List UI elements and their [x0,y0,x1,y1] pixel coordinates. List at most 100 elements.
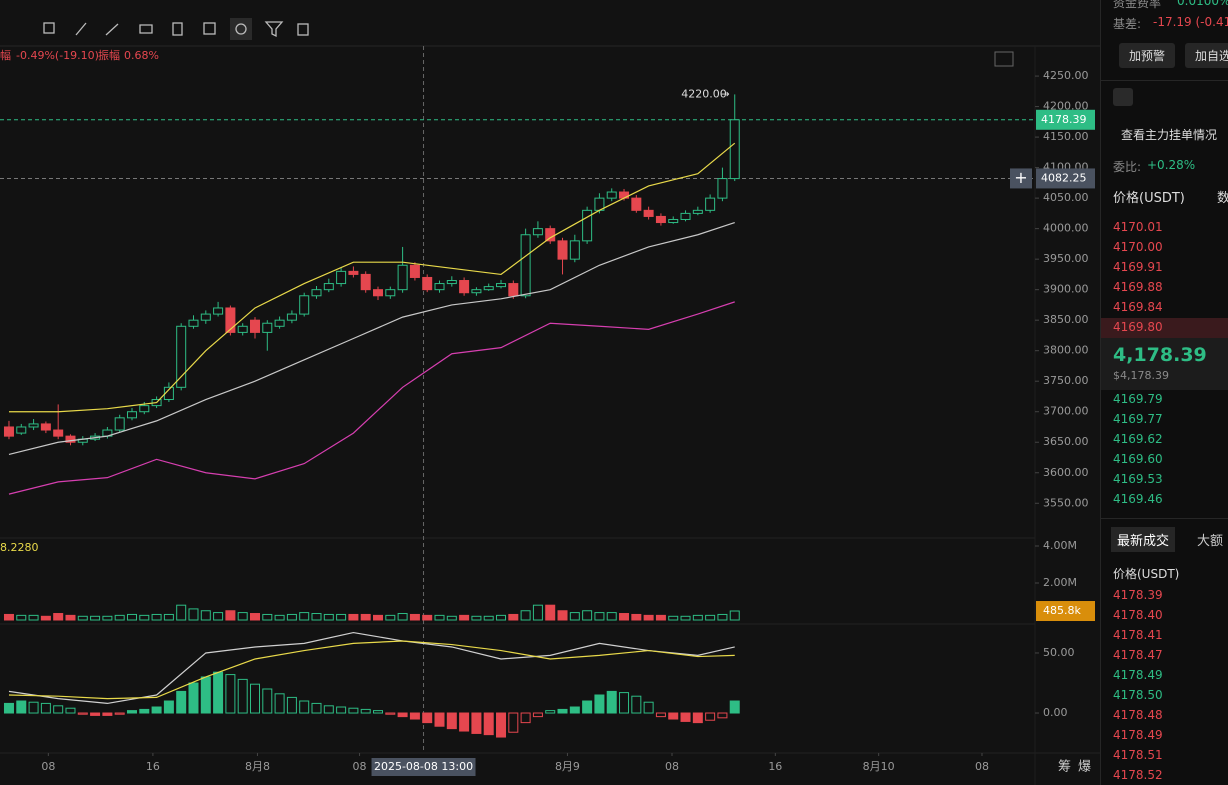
amplitude: 0.68% [124,49,159,62]
macd-bar [532,712,543,718]
tab[interactable]: 最新成交 [1111,527,1176,552]
ask-price: 4169.88 [1113,280,1163,294]
macd-bar [188,682,199,714]
bid-price: 4169.77 [1113,412,1163,426]
volume-bar [385,614,396,621]
macd-bar [594,694,605,714]
volume-bar [200,610,211,621]
volume-bar [655,614,666,621]
volume-bar [717,613,728,621]
price-header: 价格(USDT) [1113,191,1185,206]
candle-body [237,325,248,333]
candle-body [323,283,334,291]
candle-body [360,273,371,291]
volume-bar [643,614,654,621]
ma-line [8,142,736,413]
candle-body [373,289,384,297]
toolbar-icons[interactable] [43,18,309,40]
volume-bar [213,612,224,621]
macd-bar [606,690,617,714]
y-tick-label: 0.00 [1043,706,1068,719]
volume-bar [373,614,384,621]
y-tick-label: 3950.00 [1043,252,1089,265]
volume-bar [90,615,101,621]
x-tick-label: 16 [146,760,160,773]
volume-label: 8.2280 [0,541,39,554]
main-orders[interactable]: 查看主力挂单情况 [1121,128,1218,142]
trade-price: 4178.47 [1113,648,1163,662]
ask-price: 4169.80 [1113,320,1163,334]
volume-bar [483,615,494,621]
macd-bar [237,678,248,714]
volume-bar [77,615,88,621]
ma-line [8,301,735,495]
tab[interactable]: 大额 [1197,534,1224,549]
ma-line [8,631,735,705]
volume-bar [262,613,273,621]
volume-bar [471,615,482,621]
candle-body [28,423,39,428]
book-mode[interactable] [1113,88,1133,106]
add-button[interactable] [1010,168,1032,189]
add-icon: + [1014,168,1027,187]
macd-bar [40,702,51,714]
volume-bar [3,613,14,621]
macd-bar [114,712,125,715]
candle-body [213,307,224,315]
ma-line [8,221,735,456]
candle-body [471,289,482,294]
qty-header: 数 [1217,191,1228,206]
crosshair-y-box [1036,168,1095,189]
macd-bar [655,712,666,718]
volume-bar [126,613,137,621]
candle-body [643,209,654,217]
bid-price: 4169.79 [1113,392,1163,406]
candle-body [532,228,543,236]
macd-bar [225,674,236,714]
volume-bar [225,610,236,621]
candle-body [508,283,519,297]
change-label: 幅 [0,49,11,62]
candle-body [397,264,408,291]
macd-bar [28,701,39,714]
macd-bar [422,712,433,724]
macd-bar [397,712,408,718]
y-tick-label: 3850.00 [1043,313,1089,326]
macd-bar [471,712,482,734]
volume-bar [446,615,457,621]
bid-price: 4169.46 [1113,492,1163,506]
button[interactable]: 加预警 [1119,43,1176,68]
macd-bar [274,693,285,714]
fullscreen-icon[interactable] [994,51,1014,67]
macd-bar [569,706,580,714]
side-panel: 资金费率 0.0100% 基差: -17.19 (-0.41%) 加预警 加自选… [1100,0,1228,785]
candle-body [545,228,556,242]
candle-body [655,215,666,224]
candle-body [385,289,396,297]
y-tick-label: 4200.00 [1043,100,1089,113]
mid-price: 4,178.39 [1113,344,1207,366]
macd-bar [373,710,384,714]
candle-body [496,283,507,288]
macd-bar [77,712,88,715]
ratio: +0.28% [1147,158,1196,172]
volume-last-box [1036,601,1095,622]
trade-price: 4178.49 [1113,668,1163,682]
candle-body [705,197,716,211]
volume-bar [532,604,543,621]
macd-bar [692,712,703,724]
macd-bar [262,688,273,714]
candle-body [286,313,297,321]
candle-body [16,426,27,434]
macd-bar [311,702,322,714]
volume-bar [397,613,408,621]
candle-body [606,191,617,199]
button[interactable]: 加自选 [1185,43,1228,68]
volume-bar [336,613,347,621]
macd-bar [139,708,150,714]
trade-price: 4178.41 [1113,628,1163,642]
volume-bar [53,613,64,621]
trade-price: 4178.51 [1113,748,1163,762]
corner-label: 筹 [1058,759,1071,775]
